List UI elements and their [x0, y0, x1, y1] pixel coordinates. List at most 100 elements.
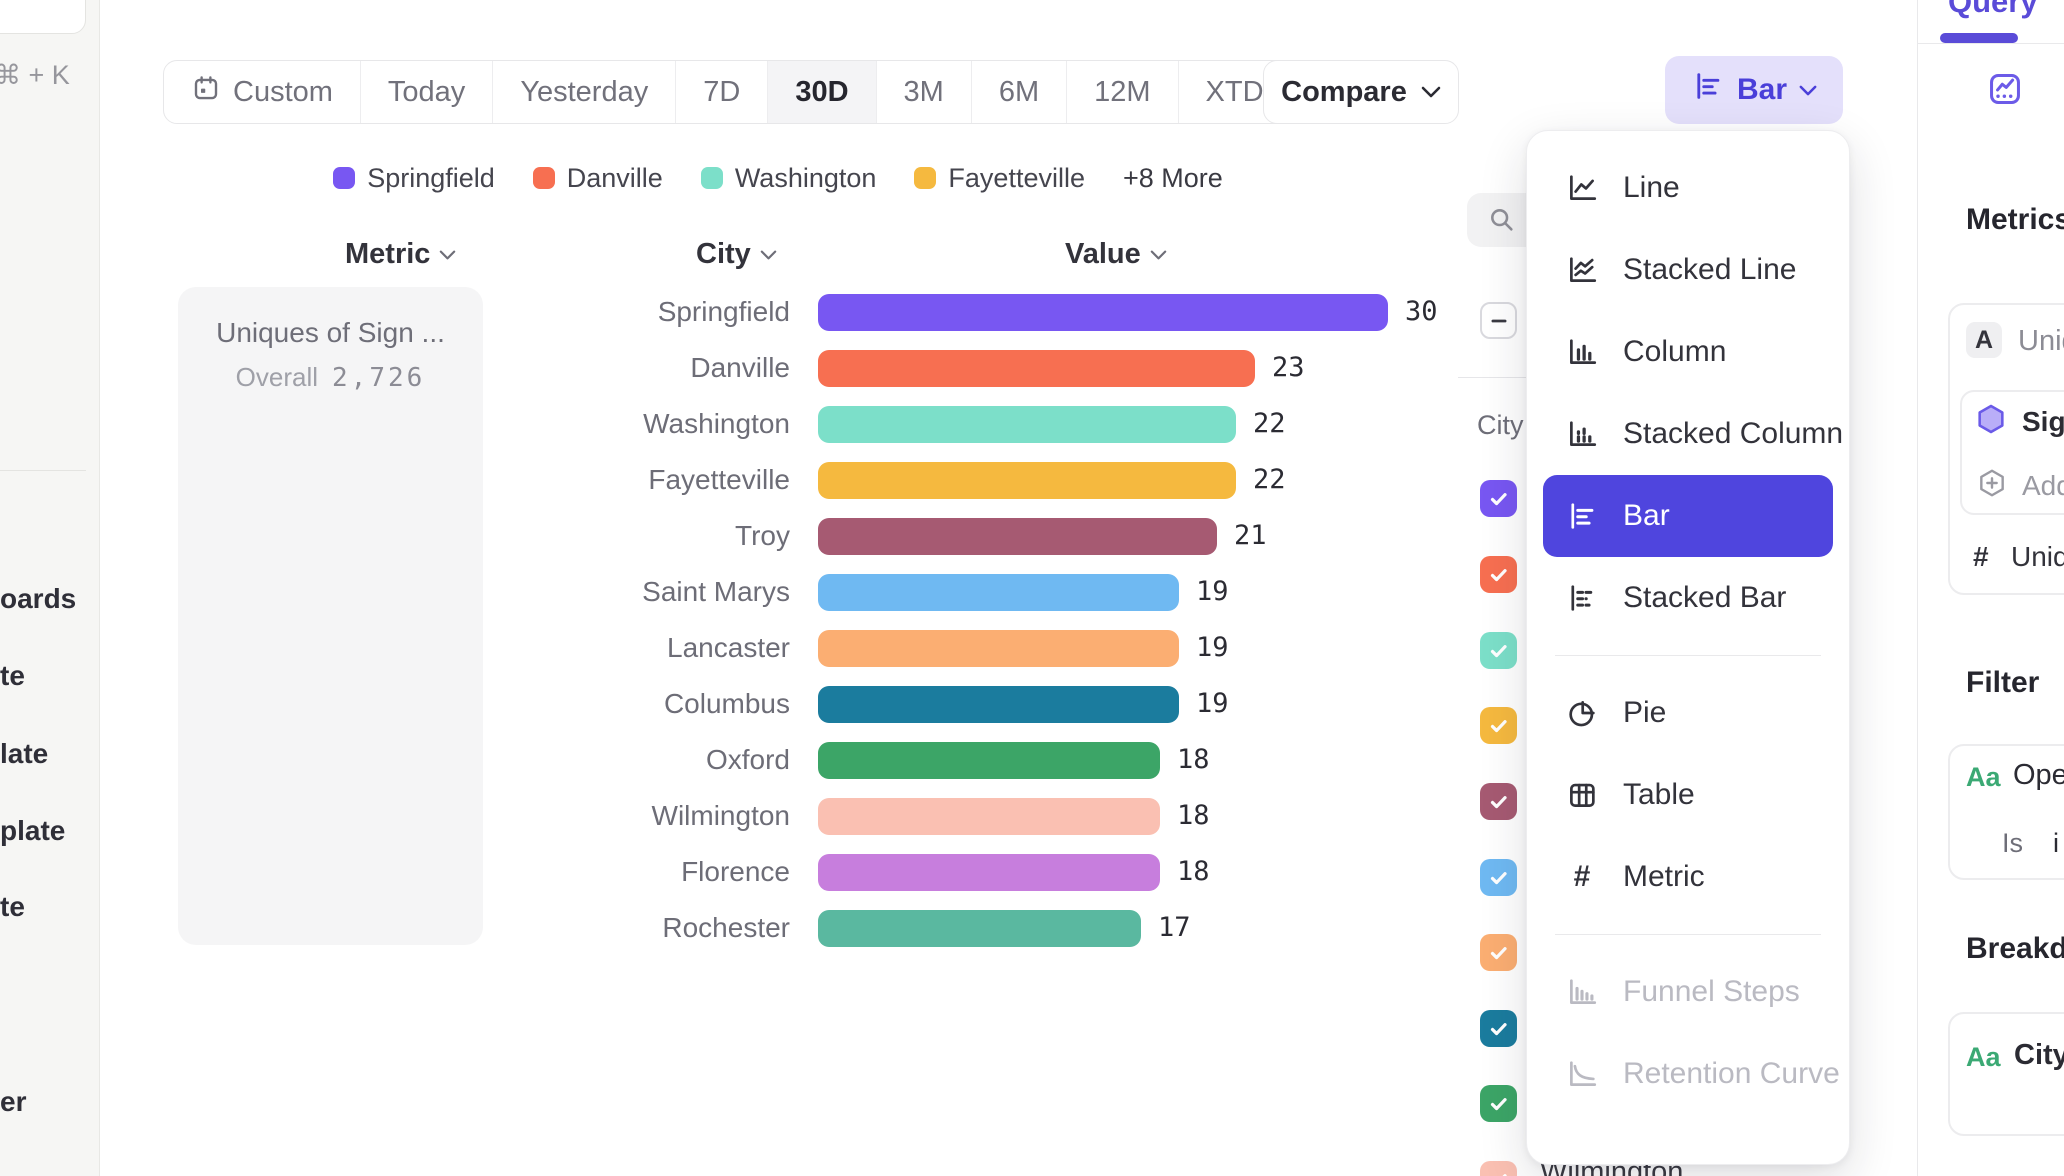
series-group-label: City: [1477, 410, 1524, 440]
bar-segment[interactable]: [818, 630, 1179, 667]
series-checkbox[interactable]: [1480, 934, 1517, 971]
date-range-6m[interactable]: 6M: [970, 61, 1066, 123]
menu-item-table[interactable]: Table: [1527, 754, 1849, 836]
bar-segment[interactable]: [818, 574, 1179, 611]
series-checkbox[interactable]: [1480, 707, 1517, 744]
add-event-hexagon-icon[interactable]: [1976, 467, 2008, 504]
sidebar-divider: [0, 470, 86, 471]
unique-label: Unique: [2011, 541, 2064, 572]
bar-segment[interactable]: [818, 518, 1217, 555]
tab-query[interactable]: Query: [1948, 0, 2038, 19]
bar-segment[interactable]: [818, 350, 1255, 387]
bar-segment[interactable]: [818, 742, 1160, 779]
menu-item-stacked-column[interactable]: Stacked Column: [1527, 393, 1849, 475]
series-checkbox[interactable]: [1480, 480, 1517, 517]
menu-item-pie[interactable]: Pie: [1527, 672, 1849, 754]
metric-name-label: Uniques: [2018, 325, 2064, 357]
date-range-label: 7D: [703, 75, 741, 108]
legend-item[interactable]: Fayetteville: [914, 163, 1085, 194]
bar-category-label: Wilmington: [651, 800, 790, 831]
legend-label: Fayetteville: [948, 162, 1085, 193]
bar-segment[interactable]: [818, 910, 1141, 947]
series-checkbox[interactable]: [1480, 859, 1517, 896]
stacked-line-chart-icon: [1565, 253, 1599, 287]
menu-item-funnel-steps: Funnel Steps: [1527, 951, 1849, 1033]
sidebar-item[interactable]: late: [0, 738, 49, 769]
sidebar-item[interactable]: plate: [0, 815, 66, 846]
metrics-heading: Metrics: [1966, 203, 2064, 236]
series-checkbox[interactable]: [1480, 1085, 1517, 1122]
bar-segment[interactable]: [818, 294, 1388, 331]
date-range-xtd[interactable]: XTD: [1177, 61, 1320, 123]
bar-segment[interactable]: [818, 406, 1236, 443]
bar-value-label: 17: [1158, 912, 1191, 943]
select-all-checkbox[interactable]: [1480, 302, 1517, 339]
series-checkbox[interactable]: [1480, 556, 1517, 593]
metric-chart-icon: #: [1573, 860, 1591, 893]
chart-type-label: Bar: [1736, 73, 1788, 106]
stacked-bar-chart-icon: [1565, 581, 1599, 615]
chart-row: Wilmington 18: [0, 788, 1456, 844]
metric-card[interactable]: Uniques of Sign ... Overall 2,726: [178, 287, 483, 945]
menu-item-label: Funnel Steps: [1623, 975, 1800, 1008]
sidebar-item[interactable]: oards: [0, 583, 77, 614]
bar-segment[interactable]: [818, 686, 1179, 723]
filter-heading: Filter: [1966, 666, 2040, 699]
date-range-7d[interactable]: 7D: [675, 61, 767, 123]
series-checkbox[interactable]: [1480, 1161, 1517, 1176]
column-header-value[interactable]: Value: [1065, 238, 1167, 271]
bar-category-label: Saint Marys: [642, 576, 790, 607]
menu-item-line[interactable]: Line: [1527, 147, 1849, 229]
menu-item-metric[interactable]: # Metric: [1527, 836, 1849, 918]
bar-category-label: Fayetteville: [648, 464, 790, 495]
bar-segment[interactable]: [818, 798, 1160, 835]
menu-item-label: Table: [1623, 778, 1695, 811]
menu-item-stacked-line[interactable]: Stacked Line: [1527, 229, 1849, 311]
date-range-30d[interactable]: 30D: [767, 61, 876, 123]
sidebar-item[interactable]: er: [0, 1086, 27, 1117]
event-name-label: Sign: [2022, 406, 2064, 437]
column-header-metric[interactable]: Metric: [345, 238, 456, 271]
event-card[interactable]: [1960, 390, 2064, 515]
legend-more[interactable]: +8 More: [1122, 162, 1223, 193]
date-range-3m[interactable]: 3M: [875, 61, 971, 123]
bar-category-label: Rochester: [662, 912, 790, 943]
legend-item[interactable]: Washington: [700, 163, 876, 194]
sidebar-item[interactable]: te: [0, 891, 25, 922]
date-range-today[interactable]: Today: [359, 61, 492, 123]
chevron-down-icon: [440, 250, 456, 259]
filter-card[interactable]: [1948, 744, 2064, 880]
series-checkbox[interactable]: [1480, 783, 1517, 820]
filter-property-label: Open: [2013, 759, 2064, 791]
chart-type-button[interactable]: Bar: [1665, 56, 1843, 124]
chevron-down-icon: [760, 250, 777, 259]
keyboard-shortcut-hint: ⌘ + K: [0, 60, 70, 90]
date-range-custom[interactable]: Custom: [164, 61, 360, 123]
legend-item[interactable]: Danville: [532, 163, 663, 194]
series-checkbox[interactable]: [1480, 1010, 1517, 1047]
column-header-city[interactable]: City: [696, 238, 777, 271]
insights-chart-icon[interactable]: [1986, 70, 2024, 113]
bar-chart-icon: [1565, 499, 1599, 533]
date-range-label: Today: [387, 75, 466, 108]
compare-button[interactable]: Compare: [1263, 60, 1459, 124]
legend-swatch: [700, 167, 723, 189]
date-range-yesterday[interactable]: Yesterday: [492, 61, 675, 123]
sidebar-item[interactable]: te: [0, 660, 25, 691]
breakdown-card[interactable]: [1948, 1012, 2064, 1136]
date-range-12m[interactable]: 12M: [1066, 61, 1177, 123]
menu-item-stacked-bar[interactable]: Stacked Bar: [1527, 557, 1849, 639]
legend-item[interactable]: Springfield: [333, 163, 495, 194]
bar-category-label: Danville: [690, 352, 790, 383]
menu-item-column[interactable]: Column: [1527, 311, 1849, 393]
bar-segment[interactable]: [818, 462, 1236, 499]
bar-value-label: 30: [1405, 296, 1438, 327]
menu-item-bar[interactable]: Bar: [1543, 475, 1833, 557]
filter-operator[interactable]: Is: [2002, 828, 2024, 858]
bar-segment[interactable]: [818, 854, 1160, 891]
global-search-box[interactable]: [0, 0, 86, 34]
series-checkbox[interactable]: [1480, 632, 1517, 669]
filter-value[interactable]: i: [2053, 828, 2059, 858]
date-range-toolbar: Custom Today Yesterday 7D 30D 3M 6M 12M XTD: [163, 60, 1321, 124]
column-chart-icon: [1565, 335, 1599, 369]
